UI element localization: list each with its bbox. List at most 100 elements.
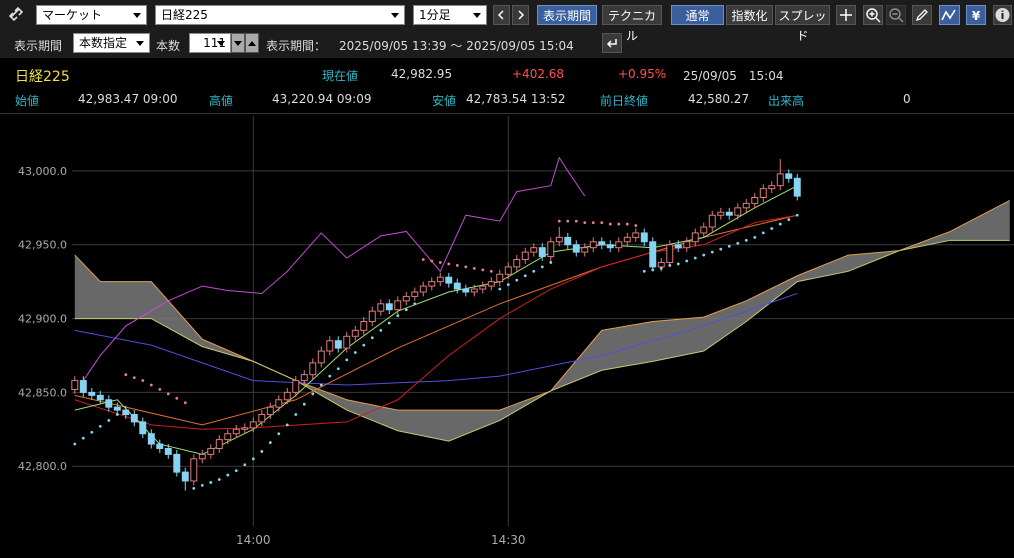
sar-dot xyxy=(795,213,799,217)
cloud-fill xyxy=(74,200,1010,442)
candle-body xyxy=(734,207,742,216)
prev-icon xyxy=(497,10,504,20)
candle-body xyxy=(173,453,181,473)
spread-button[interactable]: スプレッド xyxy=(775,5,830,43)
sar-dot xyxy=(625,222,629,226)
candle-body xyxy=(96,394,104,401)
sar-dot xyxy=(379,328,383,332)
y-tick-label: 42,900.0 xyxy=(18,313,67,326)
technical-button[interactable]: テクニカル xyxy=(602,5,662,43)
sar-dot xyxy=(268,441,272,444)
info-button[interactable] xyxy=(993,5,1012,25)
candle-body xyxy=(241,427,249,430)
candle-body xyxy=(292,380,300,393)
candle-body xyxy=(453,282,461,290)
normal-button[interactable]: 通常 xyxy=(671,5,724,25)
pencil-icon xyxy=(915,9,928,22)
symbol-select[interactable]: 日経225 xyxy=(155,5,405,25)
candle-body xyxy=(71,380,79,390)
sar-dot xyxy=(523,274,527,278)
prev-button[interactable] xyxy=(493,5,510,25)
candle-body xyxy=(581,247,589,253)
sar-dot xyxy=(710,250,714,254)
chart: 42,800.0 42,850.0 42,900.0 42,950.0 43,000.0… xyxy=(0,113,1014,547)
period-mode-select[interactable]: 本数指定 xyxy=(73,33,150,53)
sar-dot xyxy=(107,419,111,422)
sar-dot xyxy=(132,376,136,380)
zoom-in-icon xyxy=(866,8,881,23)
draw-button[interactable] xyxy=(912,5,932,25)
volume-label: 出来高 xyxy=(768,94,805,108)
sar-dot xyxy=(515,278,519,282)
sar-dot xyxy=(370,336,374,340)
sar-dot xyxy=(676,262,680,266)
crosshair-button[interactable] xyxy=(836,5,856,25)
candle-body xyxy=(496,273,504,283)
chart-tool-button[interactable] xyxy=(939,5,960,25)
sar-dot xyxy=(234,469,238,473)
sar-dot xyxy=(90,430,94,434)
sar-dot xyxy=(149,383,153,387)
quote-datetime: 25/09/05 15:04 xyxy=(683,69,784,83)
indicator-line xyxy=(82,156,586,381)
sar-dot xyxy=(778,222,782,226)
candle-body xyxy=(190,458,198,482)
index-button[interactable]: 指数化 xyxy=(726,5,773,25)
high-value: 43,220.94 09:09 xyxy=(272,92,372,106)
volume-value: 0 xyxy=(903,92,911,106)
candle-body xyxy=(232,428,240,435)
candle-body xyxy=(674,244,682,249)
sar-dot xyxy=(430,259,434,263)
candle-body xyxy=(377,303,385,312)
sar-dot xyxy=(192,486,196,490)
candle-body xyxy=(215,439,223,449)
link-icon[interactable] xyxy=(8,6,24,22)
y-tick-label: 42,850.0 xyxy=(18,386,67,399)
next-button[interactable] xyxy=(512,5,529,25)
yen-button[interactable]: ¥ xyxy=(966,5,986,25)
candle-body xyxy=(105,399,113,408)
sar-dot xyxy=(302,402,306,406)
candle-body xyxy=(351,329,359,337)
candle-body xyxy=(249,421,257,429)
sar-dot xyxy=(693,256,697,260)
sar-dot xyxy=(396,314,400,318)
open-label: 始値 xyxy=(15,94,40,108)
candle-body xyxy=(564,236,572,246)
candle-body xyxy=(411,291,419,297)
count-down[interactable] xyxy=(231,33,245,53)
sar-dot xyxy=(608,222,612,226)
sar-dot xyxy=(668,264,672,267)
candle-body xyxy=(368,310,376,323)
candle-body xyxy=(130,414,138,423)
sar-dot xyxy=(200,483,204,487)
count-up[interactable] xyxy=(245,33,259,53)
candle-body xyxy=(164,447,172,455)
reset-button[interactable] xyxy=(602,33,622,53)
sar-dot xyxy=(285,423,289,427)
sar-dot xyxy=(251,457,255,461)
sar-dot xyxy=(115,413,119,416)
sar-dot xyxy=(209,481,213,484)
zoom-out-button[interactable] xyxy=(886,5,906,25)
market-select[interactable]: マーケット xyxy=(36,5,147,25)
zoom-in-button[interactable] xyxy=(863,5,883,25)
low-label: 安値 xyxy=(432,94,457,108)
candle-body xyxy=(428,281,436,287)
y-tick-label: 42,950.0 xyxy=(18,239,67,252)
candle-body xyxy=(785,173,793,179)
candle-body xyxy=(538,247,546,258)
candle-body xyxy=(683,241,691,249)
sar-dot xyxy=(311,392,315,396)
sar-dot xyxy=(617,222,621,226)
count-input[interactable]: 111 xyxy=(189,33,231,53)
sar-dot xyxy=(447,262,451,266)
period-button[interactable]: 表示期間 xyxy=(537,5,597,25)
candle-body xyxy=(615,241,623,249)
candle-body xyxy=(708,214,716,228)
open-value: 42,983.47 09:00 xyxy=(78,92,178,106)
interval-select[interactable]: 1分足 xyxy=(413,5,487,25)
candle-body xyxy=(521,251,529,261)
candle-body xyxy=(88,391,96,396)
